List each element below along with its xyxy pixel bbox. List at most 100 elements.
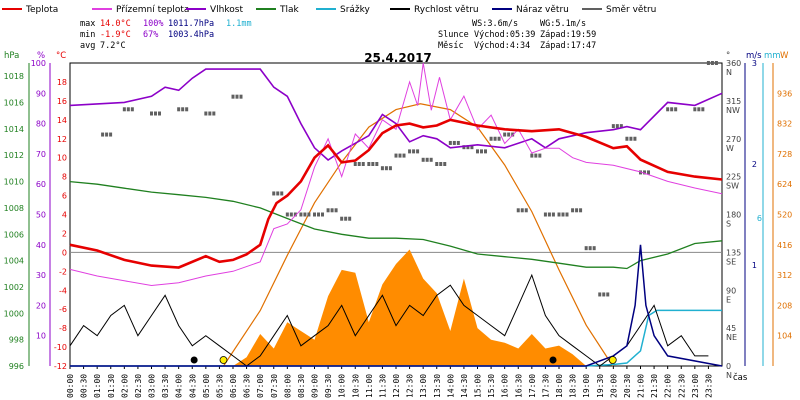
- wind-dir-point: [538, 153, 542, 158]
- x-tick-label: 19:30: [596, 374, 605, 398]
- wind-dir-point: [456, 140, 460, 145]
- unit-humidity: %: [37, 51, 45, 61]
- wind-dir-point: [503, 132, 507, 137]
- humidity-tick: 40: [36, 241, 46, 250]
- wind-dir-point: [380, 166, 384, 171]
- info-moon-label: Měsíc: [438, 41, 464, 51]
- wind-dir-tick: 360: [726, 59, 741, 68]
- wind-dir-point: [408, 149, 412, 154]
- humidity-tick: 20: [36, 301, 46, 310]
- stats-min-label: min: [80, 30, 95, 40]
- wind-dir-point: [326, 208, 330, 213]
- wind-dir-tick-compass: SW: [726, 182, 739, 191]
- wind-dir-tick-compass: S: [726, 220, 731, 229]
- temperature-tick: 16: [57, 97, 67, 106]
- series-rain: [70, 309, 722, 367]
- pressure-tick: 1008: [4, 204, 24, 213]
- wind-dir-point: [425, 157, 429, 162]
- x-tick-label: 03:30: [161, 374, 170, 398]
- wind-dir-point: [588, 246, 592, 251]
- x-tick-label: 11:00: [365, 374, 374, 398]
- pressure-tick: 1018: [4, 72, 24, 81]
- unit-wind-speed: m/s: [746, 51, 762, 61]
- wind-dir-point: [276, 191, 280, 196]
- pressure-tick: 1006: [4, 230, 24, 239]
- x-tick-label: 06:30: [243, 374, 252, 398]
- wind-dir-tick: 225: [726, 173, 741, 182]
- wind-dir-point: [701, 107, 705, 112]
- wind-dir-point: [150, 111, 153, 116]
- wind-dir-point: [299, 212, 303, 217]
- pressure-tick: 1016: [4, 99, 24, 108]
- wind-dir-tick: 135: [726, 248, 741, 257]
- wind-dir-point: [462, 145, 466, 150]
- legend-rychlost-vetru: Rychlost větru: [414, 5, 479, 15]
- wind-dir-point: [507, 132, 511, 137]
- wind-dir-point: [289, 212, 293, 217]
- wind-dir-point: [272, 191, 276, 196]
- solar-tick: 104: [777, 332, 792, 341]
- wind-dir-point: [551, 212, 555, 217]
- info-ws: WS:3.6m/s: [472, 19, 518, 29]
- wind-dir-point: [344, 216, 348, 221]
- series-temperature: [69, 118, 723, 269]
- legend-vlhkost: Vlhkost: [210, 5, 243, 15]
- wind-dir-point: [334, 208, 338, 213]
- x-tick-label: 21:00: [637, 374, 646, 398]
- wind-dir-point: [493, 136, 497, 141]
- x-tick-label: 00:00: [66, 374, 75, 398]
- wind-dir-tick: 90: [726, 286, 736, 295]
- x-tick-label: 01:30: [107, 374, 116, 398]
- wind-dir-point: [398, 153, 402, 158]
- x-tick-label: 06:00: [229, 374, 238, 398]
- temperature-tick: 12: [57, 135, 67, 144]
- stats-max-label: max: [80, 19, 95, 29]
- temperature-tick: 6: [62, 192, 67, 201]
- temperature-tick: -10: [54, 343, 67, 352]
- wind-dir-point: [122, 107, 126, 112]
- stats-max-hum: 100%: [143, 19, 163, 29]
- solar-tick: 936: [777, 89, 792, 98]
- series-ground-temperature: [69, 62, 723, 287]
- x-tick-label: 14:30: [460, 374, 469, 398]
- wind-dir-tick-compass: W: [726, 144, 734, 153]
- x-tick-label: 08:00: [283, 374, 292, 398]
- x-tick-label: 10:30: [351, 374, 360, 398]
- x-tick-label: 22:00: [664, 374, 673, 398]
- wind-dir-point: [466, 145, 470, 150]
- wind-dir-point: [353, 162, 357, 166]
- pressure-tick: 1004: [4, 257, 24, 266]
- wind-dir-point: [421, 157, 425, 162]
- wind-dir-point: [307, 212, 311, 217]
- legend: Teplota Přízemní teplota Vlhkost Tlak Sr…: [2, 5, 656, 15]
- temperature-tick: 2: [62, 229, 67, 238]
- stats-rain: 1.1mm: [226, 19, 252, 29]
- wind-dir-tick-compass: E: [726, 295, 731, 304]
- wind-dir-point: [584, 246, 588, 251]
- stats-max-temp: 14.0°C: [100, 19, 131, 29]
- wind-dir-point: [598, 292, 602, 297]
- x-tick-label: 13:30: [433, 374, 442, 398]
- wind-dir-point: [231, 94, 235, 99]
- wind-dir-point: [402, 153, 406, 158]
- wind-dir-tick-compass: NW: [726, 106, 740, 115]
- x-tick-label: 18:00: [555, 374, 564, 398]
- x-tick-label: 20:00: [609, 374, 618, 398]
- x-tick-label: 04:30: [188, 374, 197, 398]
- wind-dir-point: [629, 136, 633, 141]
- unit-time: čas: [733, 372, 748, 383]
- x-tick-label: 12:00: [392, 374, 401, 398]
- wind-dir-point: [647, 170, 650, 175]
- solar-tick: 832: [777, 120, 792, 129]
- rain-tick: 6: [757, 214, 762, 223]
- x-tick-label: 03:00: [148, 374, 157, 398]
- moon-marker: [549, 356, 557, 364]
- wind-dir-tick: 315: [726, 97, 741, 106]
- humidity-tick: 100: [31, 59, 46, 68]
- series-pressure: [69, 180, 723, 270]
- info-moonrise: Východ:4:34: [474, 41, 530, 51]
- legend-teplota: Teplota: [25, 5, 58, 15]
- x-tick-label: 22:30: [677, 374, 686, 398]
- wind-dir-point: [579, 208, 583, 213]
